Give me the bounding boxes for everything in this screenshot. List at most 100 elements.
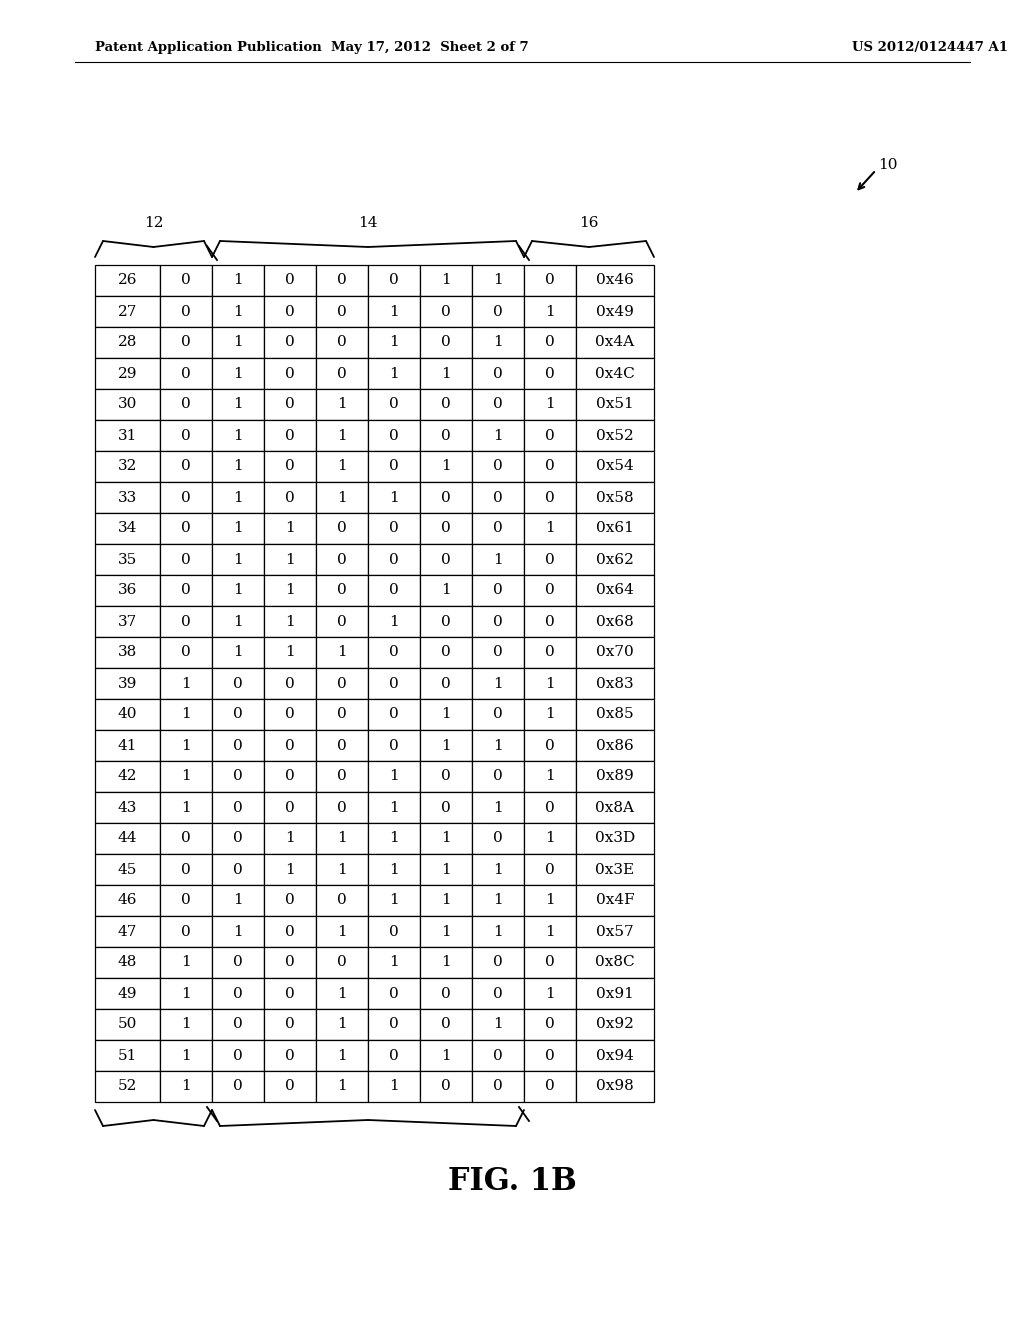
Text: 0: 0 [285, 397, 295, 412]
Text: 1: 1 [181, 1018, 190, 1031]
Text: 0: 0 [494, 645, 503, 660]
Bar [524, 420, 575, 451]
Bar [368, 265, 420, 296]
Bar [316, 978, 368, 1008]
Text: 0: 0 [494, 986, 503, 1001]
Text: 0x51: 0x51 [596, 397, 634, 412]
Text: 0: 0 [441, 615, 451, 628]
Bar [575, 482, 654, 513]
Bar [264, 978, 316, 1008]
Text: 36: 36 [118, 583, 137, 598]
Text: 0x83: 0x83 [596, 676, 634, 690]
Bar [575, 730, 654, 762]
Text: 1: 1 [545, 397, 555, 412]
Text: 1: 1 [337, 862, 347, 876]
Bar [316, 946, 368, 978]
Text: 0x4C: 0x4C [595, 367, 635, 380]
Text: 1: 1 [494, 924, 503, 939]
Text: 1: 1 [285, 832, 295, 846]
Text: 52: 52 [118, 1080, 137, 1093]
Bar [472, 606, 524, 638]
Bar [160, 296, 212, 327]
Text: 1: 1 [441, 367, 451, 380]
Text: 46: 46 [118, 894, 137, 908]
Text: 1: 1 [389, 335, 399, 350]
Bar [368, 978, 420, 1008]
Text: 0x94: 0x94 [596, 1048, 634, 1063]
Text: 0: 0 [285, 708, 295, 722]
Bar [472, 730, 524, 762]
Bar [212, 576, 264, 606]
Text: Patent Application Publication: Patent Application Publication [95, 41, 322, 54]
Bar [212, 916, 264, 946]
Text: 0: 0 [285, 1048, 295, 1063]
Text: 0: 0 [181, 553, 190, 566]
Bar [472, 1008, 524, 1040]
Text: 0: 0 [181, 429, 190, 442]
Text: 0: 0 [389, 708, 399, 722]
Text: 12: 12 [143, 216, 163, 230]
Bar [472, 513, 524, 544]
Bar [95, 358, 160, 389]
Text: 1: 1 [389, 1080, 399, 1093]
Text: 0x61: 0x61 [596, 521, 634, 536]
Bar [316, 822, 368, 854]
Text: 1: 1 [545, 708, 555, 722]
Text: 0: 0 [181, 894, 190, 908]
Bar [472, 978, 524, 1008]
Text: 0: 0 [389, 397, 399, 412]
Text: 1: 1 [181, 800, 190, 814]
Bar [420, 854, 472, 884]
Text: 0: 0 [181, 335, 190, 350]
Text: 0: 0 [337, 583, 347, 598]
Bar [420, 358, 472, 389]
Text: 0: 0 [181, 397, 190, 412]
Text: 1: 1 [337, 429, 347, 442]
Text: 1: 1 [233, 429, 243, 442]
Bar [524, 296, 575, 327]
Bar [316, 606, 368, 638]
Bar [368, 358, 420, 389]
Bar [212, 606, 264, 638]
Bar [212, 420, 264, 451]
Bar [575, 265, 654, 296]
Bar [316, 358, 368, 389]
Text: May 17, 2012  Sheet 2 of 7: May 17, 2012 Sheet 2 of 7 [331, 41, 528, 54]
Text: 1: 1 [337, 1048, 347, 1063]
Text: 0x52: 0x52 [596, 429, 634, 442]
Text: 35: 35 [118, 553, 137, 566]
Bar [316, 389, 368, 420]
Bar [420, 762, 472, 792]
Bar [264, 730, 316, 762]
Text: 33: 33 [118, 491, 137, 504]
Text: 28: 28 [118, 335, 137, 350]
Text: 0x3D: 0x3D [595, 832, 635, 846]
Bar [212, 296, 264, 327]
Bar [264, 822, 316, 854]
Bar [575, 358, 654, 389]
Bar [575, 762, 654, 792]
Bar [316, 544, 368, 576]
Bar [264, 296, 316, 327]
Text: 0: 0 [337, 676, 347, 690]
Text: 45: 45 [118, 862, 137, 876]
Text: 1: 1 [441, 956, 451, 969]
Bar [212, 265, 264, 296]
Bar [420, 606, 472, 638]
Bar [472, 700, 524, 730]
Bar [316, 1040, 368, 1071]
Text: 0: 0 [233, 676, 243, 690]
Text: 0: 0 [233, 770, 243, 784]
Bar [420, 1071, 472, 1102]
Text: 1: 1 [233, 894, 243, 908]
Text: 1: 1 [545, 305, 555, 318]
Bar [316, 420, 368, 451]
Text: 16: 16 [580, 216, 599, 230]
Text: 0: 0 [337, 553, 347, 566]
Text: 43: 43 [118, 800, 137, 814]
Text: 0: 0 [494, 770, 503, 784]
Text: 0: 0 [285, 367, 295, 380]
Text: 0x64: 0x64 [596, 583, 634, 598]
Text: 1: 1 [233, 583, 243, 598]
Text: 14: 14 [358, 216, 378, 230]
